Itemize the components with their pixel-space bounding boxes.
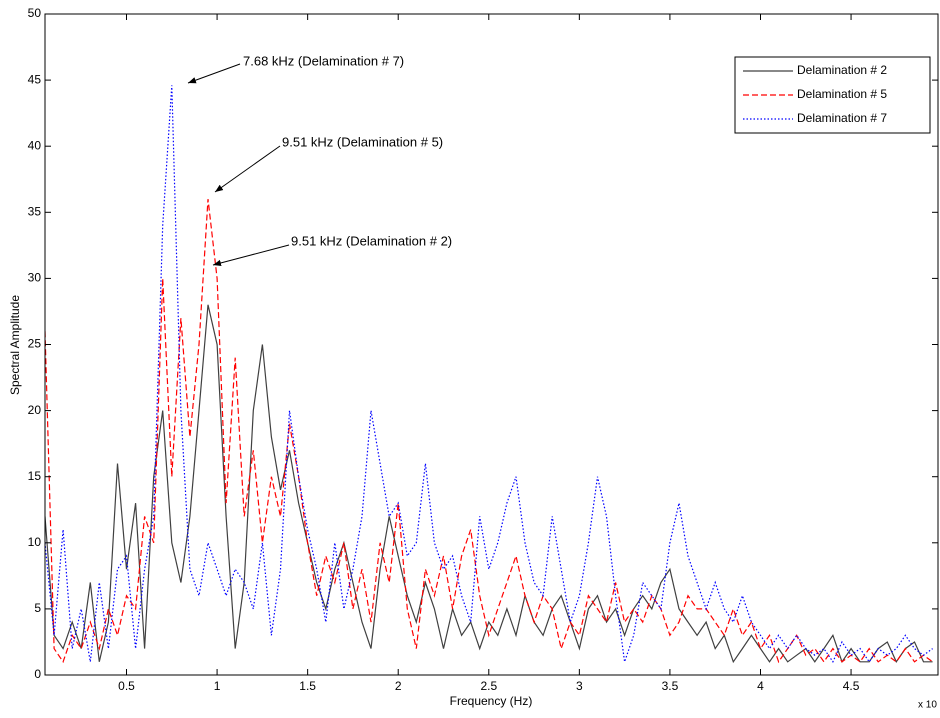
annotation: 7.68 kHz (Delamination # 7) xyxy=(243,53,404,68)
x-tick-label: 3.5 xyxy=(662,679,679,693)
y-axis-label: Spectral Amplitude xyxy=(8,295,22,395)
plot-area xyxy=(45,85,933,664)
x-tick-label: 1.5 xyxy=(299,679,316,693)
annotation-arrow xyxy=(212,244,290,267)
y-tick-label: 50 xyxy=(28,6,42,20)
x-axis-label: Frequency (Hz) xyxy=(450,694,533,708)
x-tick-label: 4.5 xyxy=(843,679,860,693)
y-tick-label: 5 xyxy=(34,601,41,615)
legend-label: Delamination # 7 xyxy=(797,111,887,125)
legend-box xyxy=(734,56,931,134)
series-line xyxy=(45,85,933,664)
annotation: 9.51 kHz (Delamination # 2) xyxy=(291,233,452,248)
series-line xyxy=(45,199,933,664)
y-tick-label: 25 xyxy=(28,337,42,351)
x-tick-label: 3 xyxy=(576,679,583,693)
annotation-arrow xyxy=(187,63,241,84)
x-tick-label: 4 xyxy=(757,679,764,693)
y-tick-label: 40 xyxy=(28,138,42,152)
annotation-arrow xyxy=(214,145,281,193)
y-tick-label: 10 xyxy=(28,535,42,549)
y-tick-label: 30 xyxy=(28,271,42,285)
series-line xyxy=(45,304,933,664)
y-tick-label: 20 xyxy=(28,403,42,417)
x-tick-label: 2 xyxy=(395,679,402,693)
legend-label: Delamination # 5 xyxy=(797,87,887,101)
x-tick-label: 1 xyxy=(214,679,221,693)
annotation: 9.51 kHz (Delamination # 5) xyxy=(282,134,443,149)
legend-label: Delamination # 2 xyxy=(797,63,887,77)
x-tick-label: 2.5 xyxy=(480,679,497,693)
x-exponent-label: x 10 xyxy=(918,700,937,711)
y-tick-label: 45 xyxy=(28,72,42,86)
y-tick-label: 35 xyxy=(28,204,42,218)
y-tick-label: 0 xyxy=(34,667,41,681)
y-tick-label: 15 xyxy=(28,469,42,483)
x-tick-label: 0.5 xyxy=(118,679,135,693)
